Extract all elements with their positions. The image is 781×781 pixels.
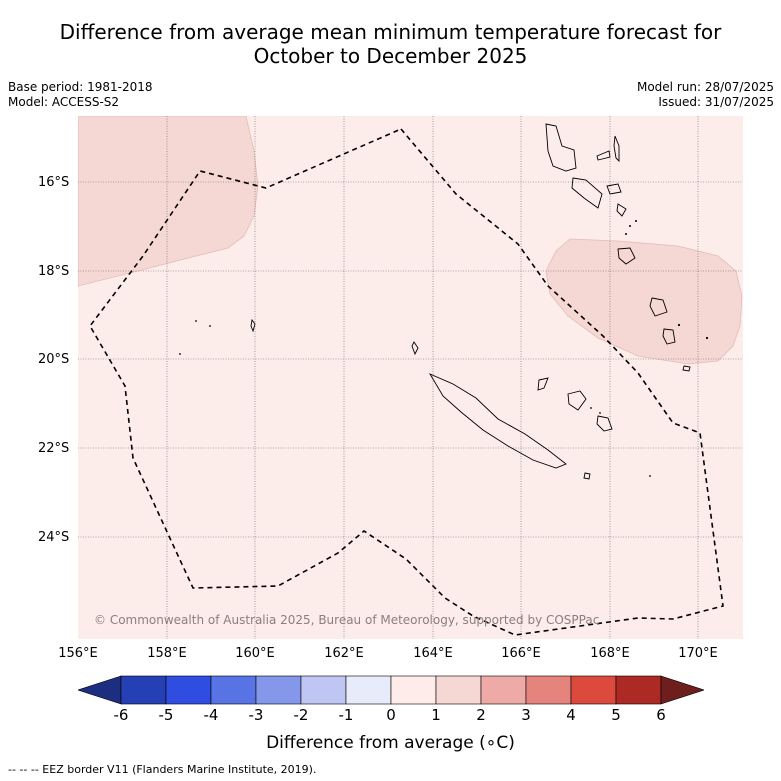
colorbar-tick-label: 2 <box>476 706 486 724</box>
belep-islands <box>411 341 419 356</box>
mare-island <box>596 415 613 432</box>
colorbar-cell <box>210 675 257 705</box>
colorbar-cell <box>345 675 392 705</box>
lon-label-168e: 168°E <box>590 646 630 661</box>
colorbar-tick-label: -2 <box>293 706 309 724</box>
model-name: Model: ACCESS-S2 <box>8 95 120 109</box>
map-svg <box>78 116 743 639</box>
colorbar-cell <box>615 675 662 705</box>
colorbar-tick-label: 6 <box>656 706 666 724</box>
epi-shepherd-islands <box>616 203 627 217</box>
lon-label-160e: 160°E <box>235 646 275 661</box>
chesterfield-island <box>250 318 256 333</box>
title-line-2: October to December 2025 <box>253 44 528 68</box>
colorbar-cell <box>390 675 437 705</box>
tanna-island <box>662 328 676 345</box>
lat-label-18s: 18°S <box>38 264 70 279</box>
erromango-island <box>649 297 668 317</box>
issued-date: Issued: 31/07/2025 <box>658 95 774 109</box>
colorbar-tick-label: 1 <box>431 706 441 724</box>
colorbar-tick-label: 0 <box>386 706 396 724</box>
lon-label-164e: 164°E <box>413 646 453 661</box>
isle-of-pines <box>583 472 591 480</box>
espiritu-santo-island <box>545 123 577 172</box>
colorbar-cell <box>255 675 302 705</box>
colorbar-cell <box>480 675 527 705</box>
colorbar-cell <box>165 675 212 705</box>
colorbar-tick-label: 3 <box>521 706 531 724</box>
anomaly-region-east <box>545 238 743 365</box>
coastlines <box>250 123 691 480</box>
colorbar-cell <box>570 675 617 705</box>
gridlines <box>78 116 743 639</box>
lat-label-20s: 20°S <box>38 352 70 367</box>
colorbar-tick-label: 5 <box>611 706 621 724</box>
title-line-1: Difference from average mean minimum tem… <box>59 20 722 44</box>
colorbar-extend-low <box>78 675 122 705</box>
colorbar-cell <box>300 675 347 705</box>
islets <box>179 220 709 477</box>
lat-label-24s: 24°S <box>38 530 70 545</box>
colorbar-tick-label: -1 <box>338 706 354 724</box>
colorbar-tick-label: -3 <box>248 706 264 724</box>
chart-title: Difference from average mean minimum tem… <box>0 20 781 68</box>
model-run: Model run: 28/07/2025 <box>636 80 774 94</box>
ouvea-island <box>537 377 549 391</box>
lon-label-158e: 158°E <box>147 646 187 661</box>
lon-label-162e: 162°E <box>324 646 364 661</box>
lifou-island <box>567 390 587 411</box>
colorbar-tick-label: -5 <box>158 706 174 724</box>
colorbar <box>78 675 704 705</box>
ambrym-island <box>606 183 622 195</box>
colorbar-tick-label: 4 <box>566 706 576 724</box>
colorbar-title: Difference from average (∘C) <box>266 733 515 753</box>
meta-left: Base period: 1981-2018 Model: ACCESS-S2 <box>8 80 153 110</box>
ambae-island <box>596 150 611 161</box>
efate-island <box>617 247 636 265</box>
malakula-island <box>571 177 603 209</box>
colorbar-extend-high <box>660 675 704 705</box>
aneityum-island <box>682 365 691 372</box>
lon-label-170e: 170°E <box>678 646 718 661</box>
maewo-pentecost-islands <box>613 135 620 163</box>
eez-footnote: -- -- -- EEZ border V11 (Flanders Marine… <box>8 763 317 776</box>
anomaly-region-northwest <box>78 116 259 287</box>
colorbar-cell <box>120 675 167 705</box>
new-caledonia-island <box>428 373 567 469</box>
colorbar-tick-label: -4 <box>203 706 219 724</box>
base-period: Base period: 1981-2018 <box>8 80 153 94</box>
colorbar-tick-label: -6 <box>113 706 129 724</box>
colorbar-cell <box>435 675 482 705</box>
lon-label-166e: 166°E <box>501 646 541 661</box>
lat-label-16s: 16°S <box>38 175 70 190</box>
lon-label-156e: 156°E <box>58 646 98 661</box>
lat-label-22s: 22°S <box>38 441 70 456</box>
meta-right: Model run: 28/07/2025 Issued: 31/07/2025 <box>637 80 774 110</box>
eez-border <box>89 128 724 636</box>
copyright-credit: © Commonwealth of Australia 2025, Bureau… <box>94 613 600 627</box>
colorbar-cells <box>78 675 704 705</box>
map-area: © Commonwealth of Australia 2025, Bureau… <box>78 116 743 639</box>
colorbar-cell <box>525 675 572 705</box>
